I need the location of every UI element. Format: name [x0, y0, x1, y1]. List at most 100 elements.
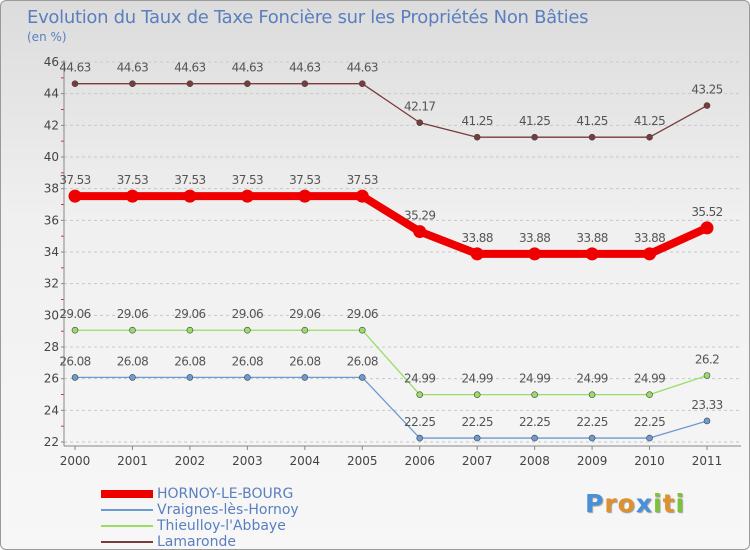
data-point — [68, 189, 82, 203]
legend-label: Lamaronde — [157, 534, 236, 550]
data-point — [473, 434, 481, 442]
y-tick-label: 42 — [44, 118, 59, 132]
data-point — [244, 374, 251, 381]
data-point — [125, 189, 139, 203]
data-label: 33.88 — [519, 231, 550, 245]
data-label: 22.25 — [519, 415, 550, 429]
data-label: 44.63 — [347, 61, 378, 75]
data-point — [473, 391, 481, 398]
data-point — [416, 434, 424, 442]
brand-letter: i — [675, 489, 686, 518]
x-tick-label: 2011 — [692, 454, 723, 468]
data-label: 41.25 — [519, 114, 550, 128]
brand-letter: P — [585, 489, 605, 518]
data-point — [703, 417, 711, 425]
data-label: 33.88 — [634, 231, 665, 245]
data-point — [703, 372, 711, 379]
data-label: 37.53 — [117, 173, 148, 187]
data-point — [358, 80, 366, 87]
x-tick-label: 2007 — [462, 454, 493, 468]
data-label: 26.08 — [117, 354, 148, 368]
data-label: 26.08 — [59, 354, 90, 368]
data-point — [301, 326, 309, 334]
legend-label: Vraignes-lès-Hornoy — [157, 502, 299, 518]
data-label: 24.99 — [462, 372, 493, 386]
y-tick-label: 38 — [44, 182, 59, 196]
data-point — [129, 374, 136, 381]
data-label: 41.25 — [462, 114, 493, 128]
data-label: 22.25 — [576, 415, 607, 429]
data-label: 29.06 — [232, 307, 263, 321]
data-point — [71, 80, 79, 87]
x-tick-label: 2009 — [577, 454, 608, 468]
data-label: 29.06 — [117, 307, 148, 321]
y-tick-label: 32 — [44, 277, 59, 291]
data-label: 26.08 — [347, 354, 378, 368]
data-label: 24.99 — [404, 372, 435, 386]
series-line — [74, 376, 708, 439]
data-label: 22.25 — [634, 415, 665, 429]
data-label: 26.2 — [695, 353, 719, 367]
data-label: 37.53 — [232, 173, 263, 187]
data-point — [531, 133, 538, 141]
data-point — [585, 247, 599, 261]
data-point — [298, 189, 312, 203]
data-label: 24.99 — [519, 372, 550, 386]
y-tick-label: 24 — [44, 403, 59, 417]
x-tick-label: 2005 — [347, 454, 378, 468]
data-label: 29.06 — [59, 307, 90, 321]
y-tick-label: 34 — [44, 245, 59, 259]
data-point — [473, 133, 481, 141]
legend-label: Thieulloy-l'Abbaye — [157, 518, 286, 534]
data-label: 24.99 — [576, 372, 607, 386]
data-point — [646, 133, 653, 141]
y-tick-label: 44 — [44, 87, 59, 101]
data-point — [646, 434, 653, 442]
legend-label: HORNOY-LE-BOURG — [157, 486, 294, 502]
data-label: 33.88 — [462, 231, 493, 245]
data-point — [186, 374, 194, 381]
data-point — [129, 80, 136, 87]
y-tick-label: 28 — [44, 340, 59, 354]
x-tick-label: 2004 — [290, 454, 321, 468]
data-label: 41.25 — [576, 114, 607, 128]
series-line — [71, 192, 711, 258]
data-label: 37.53 — [174, 173, 205, 187]
data-label: 35.29 — [404, 209, 435, 223]
data-point — [416, 119, 424, 126]
brand-letter: r — [604, 489, 618, 518]
data-label: 44.63 — [59, 61, 90, 75]
y-tick-label: 40 — [44, 150, 59, 164]
data-point — [301, 80, 309, 87]
data-label: 29.06 — [174, 307, 205, 321]
data-point — [355, 189, 369, 203]
data-point — [358, 374, 366, 381]
data-point — [413, 225, 427, 239]
data-label: 44.63 — [289, 61, 320, 75]
y-tick-label: 22 — [44, 435, 59, 449]
data-label: 29.06 — [347, 307, 378, 321]
x-tick-label: 2008 — [519, 454, 550, 468]
data-point — [643, 247, 657, 261]
data-point — [183, 189, 197, 203]
brand-logo: Proxiti — [585, 489, 685, 518]
data-label: 35.52 — [691, 205, 722, 219]
x-tick-label: 2003 — [232, 454, 263, 468]
data-label: 22.25 — [404, 415, 435, 429]
y-tick-label: 30 — [44, 308, 59, 322]
series-line — [74, 329, 708, 396]
data-point — [301, 374, 309, 381]
data-label: 26.08 — [232, 354, 263, 368]
brand-letter: t — [662, 489, 676, 518]
data-point — [531, 391, 538, 398]
data-label: 22.25 — [462, 415, 493, 429]
data-label: 44.63 — [117, 61, 148, 75]
x-tick-label: 2001 — [117, 454, 148, 468]
data-label: 33.88 — [576, 231, 607, 245]
data-label: 26.08 — [289, 354, 320, 368]
series-line — [74, 83, 708, 138]
data-label: 29.06 — [289, 307, 320, 321]
x-tick-label: 2010 — [634, 454, 665, 468]
